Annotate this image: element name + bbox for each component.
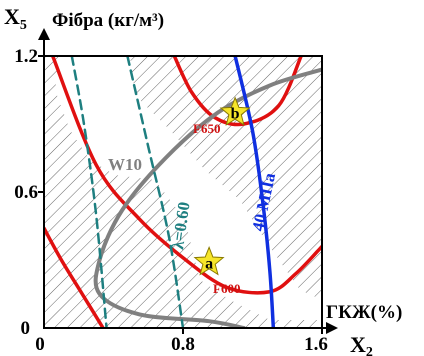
x-tick-label: 0.8 xyxy=(171,334,195,355)
point-a-star-icon xyxy=(193,245,225,276)
y-axis-quantity: Фібра (кг/м³) xyxy=(52,10,164,31)
f600-curve xyxy=(50,56,322,295)
f650-label: F650 xyxy=(193,121,220,136)
point-b-label: b xyxy=(231,106,240,123)
y-axis-arrow-icon xyxy=(38,28,50,40)
point-a-label: a xyxy=(205,255,213,272)
w10-curve xyxy=(93,67,322,328)
unhatched-region xyxy=(55,56,322,320)
x-tick-label: 0 xyxy=(35,334,45,355)
y-tick-label: 1.2 xyxy=(14,46,38,67)
x-tick-label: 1.6 xyxy=(304,334,328,355)
point-layer: ab xyxy=(193,96,251,276)
lambda-curve xyxy=(126,56,185,328)
x-axis-quantity: ГКЖ(%) xyxy=(326,302,402,323)
point-b-star-icon xyxy=(219,96,251,126)
w10-label: W10 xyxy=(108,155,142,174)
y-axis-symbol: X5 xyxy=(4,4,27,33)
f600-curve xyxy=(44,226,105,328)
f600-label: F600 xyxy=(213,281,240,296)
lambda-curve xyxy=(70,56,108,328)
curve-layer xyxy=(44,56,322,328)
strength-curve xyxy=(233,56,276,328)
y-tick-label: 0.6 xyxy=(14,182,38,203)
x-axis-arrow-icon xyxy=(326,322,338,334)
x-axis-symbol: X2 xyxy=(350,332,373,356)
y-tick-label: 0 xyxy=(21,318,31,339)
